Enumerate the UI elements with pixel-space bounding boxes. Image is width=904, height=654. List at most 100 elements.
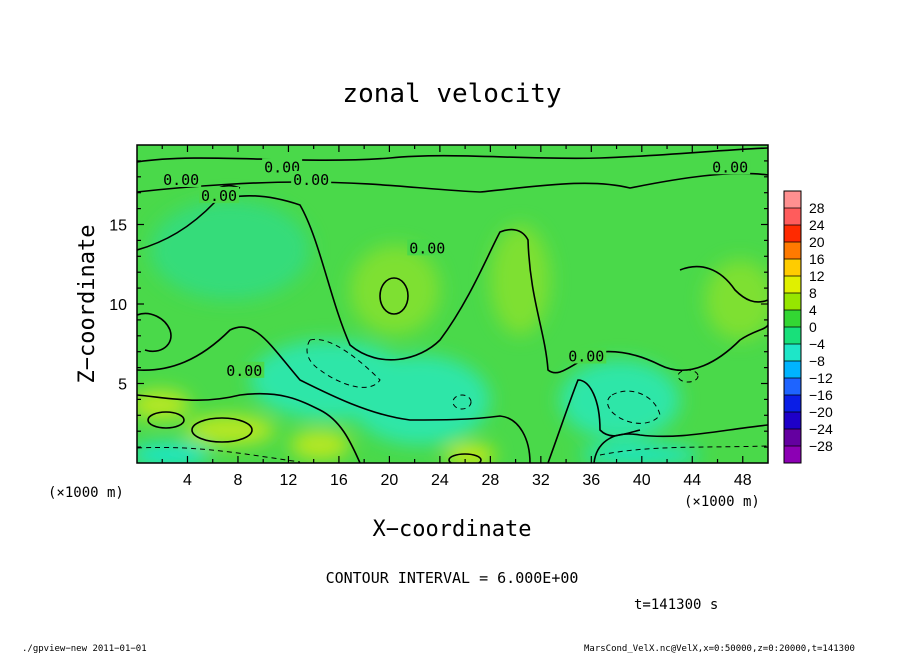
contour-label-bg <box>710 158 751 175</box>
colorbar-label: −8 <box>809 353 825 369</box>
footer-left: ./gpview−new 2011−01−01 <box>22 644 147 654</box>
contour-label-bg <box>566 347 607 364</box>
contour-line <box>593 424 768 463</box>
contour-line <box>137 392 361 463</box>
y-tick-label: 15 <box>109 218 127 235</box>
colorbar-swatch <box>784 327 801 345</box>
colorbar-label: 12 <box>809 268 825 284</box>
field-region <box>185 415 275 445</box>
colorbar-swatch <box>784 378 801 396</box>
colorbar-label: −24 <box>809 421 833 437</box>
x-tick-label: 40 <box>633 472 651 489</box>
contour-label: 0.00 <box>409 239 445 257</box>
x-axis-label: X−coordinate <box>373 517 532 542</box>
contour-line-negative <box>677 369 699 383</box>
contour-line <box>137 195 768 374</box>
contour-line-negative <box>607 390 661 424</box>
contour-line <box>137 147 768 163</box>
colorbar-label: −20 <box>809 404 833 420</box>
contour-interval-text: CONTOUR INTERVAL = 6.000E+00 <box>326 569 579 587</box>
field-region <box>350 245 440 335</box>
contour-line-negative <box>452 394 472 410</box>
contour-line <box>147 411 185 429</box>
contour-label-bg <box>407 239 448 256</box>
contour-line <box>191 417 253 443</box>
colorbar-swatch <box>784 361 801 379</box>
colorbar-label: −28 <box>809 438 833 454</box>
x-unit-right: (×1000 m) <box>684 494 760 510</box>
contour-label: 0.00 <box>163 171 199 189</box>
colorbar-label: 16 <box>809 251 825 267</box>
colorbar-label: 0 <box>809 319 817 335</box>
contour-line <box>137 312 172 352</box>
plot-area: 0.00 0.000.00 0.000.000.000.000.00 <box>137 145 768 463</box>
chart-title: zonal velocity <box>342 79 561 109</box>
x-tick-label: 28 <box>481 472 499 489</box>
colorbar-label: −4 <box>809 336 825 352</box>
colorbar-label: −16 <box>809 387 833 403</box>
x-unit-left: (×1000 m) <box>48 485 124 501</box>
x-tick-label: 20 <box>381 472 399 489</box>
contour-line <box>448 453 482 463</box>
contour-label-bg <box>161 170 202 187</box>
contour-label: 0.00 <box>201 187 237 205</box>
contour-line <box>679 265 768 303</box>
x-tick-label: 8 <box>234 472 243 489</box>
colorbar <box>783 190 802 464</box>
colorbar-swatch <box>784 344 801 362</box>
colorbar-label: 4 <box>809 302 817 318</box>
x-tick-label: 32 <box>532 472 550 489</box>
x-tick-label: 16 <box>330 472 348 489</box>
contour-line-negative <box>599 445 768 456</box>
x-tick-label: 12 <box>280 472 298 489</box>
x-tick-label: 48 <box>734 472 752 489</box>
colorbar-swatch <box>784 259 801 277</box>
field-region <box>490 225 550 335</box>
field-region <box>705 260 768 340</box>
contour-label-bg <box>262 158 303 175</box>
contour-line <box>137 326 531 463</box>
y-tick-label: 5 <box>118 377 127 394</box>
field-region <box>137 390 190 420</box>
contour-line <box>379 277 409 315</box>
field-region <box>350 355 490 445</box>
colorbar-swatch <box>784 310 801 328</box>
contour-label: 0.00 <box>712 158 748 176</box>
contour-label: 0.00 <box>226 362 262 380</box>
contour-line-negative <box>137 446 301 463</box>
contour-label: 0.00 <box>568 347 604 365</box>
contour-label: 0.00 <box>293 171 329 189</box>
field-blobs <box>137 200 768 463</box>
contour-label-bg <box>199 186 240 203</box>
colorbar-swatch <box>784 429 801 447</box>
colorbar-label: 20 <box>809 234 825 250</box>
colorbar-swatch <box>784 225 801 243</box>
colorbar-label: 8 <box>809 285 817 301</box>
colorbar-label: 24 <box>809 217 825 233</box>
colorbar-swatch <box>784 276 801 294</box>
colorbar-swatch <box>784 208 801 226</box>
x-tick-label: 44 <box>683 472 701 489</box>
colorbar-swatch <box>784 293 801 311</box>
x-tick-label: 4 <box>183 472 192 489</box>
time-text: t=141300 s <box>634 597 718 613</box>
field-region <box>150 200 310 300</box>
contour-label-bg <box>224 361 265 378</box>
colorbar-swatch <box>784 191 801 209</box>
y-axis-label: Z−coordinate <box>75 225 100 384</box>
colorbar-swatch <box>784 242 801 260</box>
axis-ticks <box>137 145 768 463</box>
colorbar-swatch <box>784 446 801 464</box>
contour-label-bg <box>291 170 332 187</box>
dashed-contours <box>137 338 768 463</box>
field-region <box>580 445 700 463</box>
y-tick-label: 10 <box>109 297 127 314</box>
x-tick-label: 24 <box>431 472 449 489</box>
field-region <box>560 360 680 440</box>
footer-right: MarsCond_VelX.nc@VelX,x=0:50000,z=0:2000… <box>584 644 855 654</box>
colorbar-swatch <box>784 395 801 413</box>
colorbar-label: 28 <box>809 200 825 216</box>
